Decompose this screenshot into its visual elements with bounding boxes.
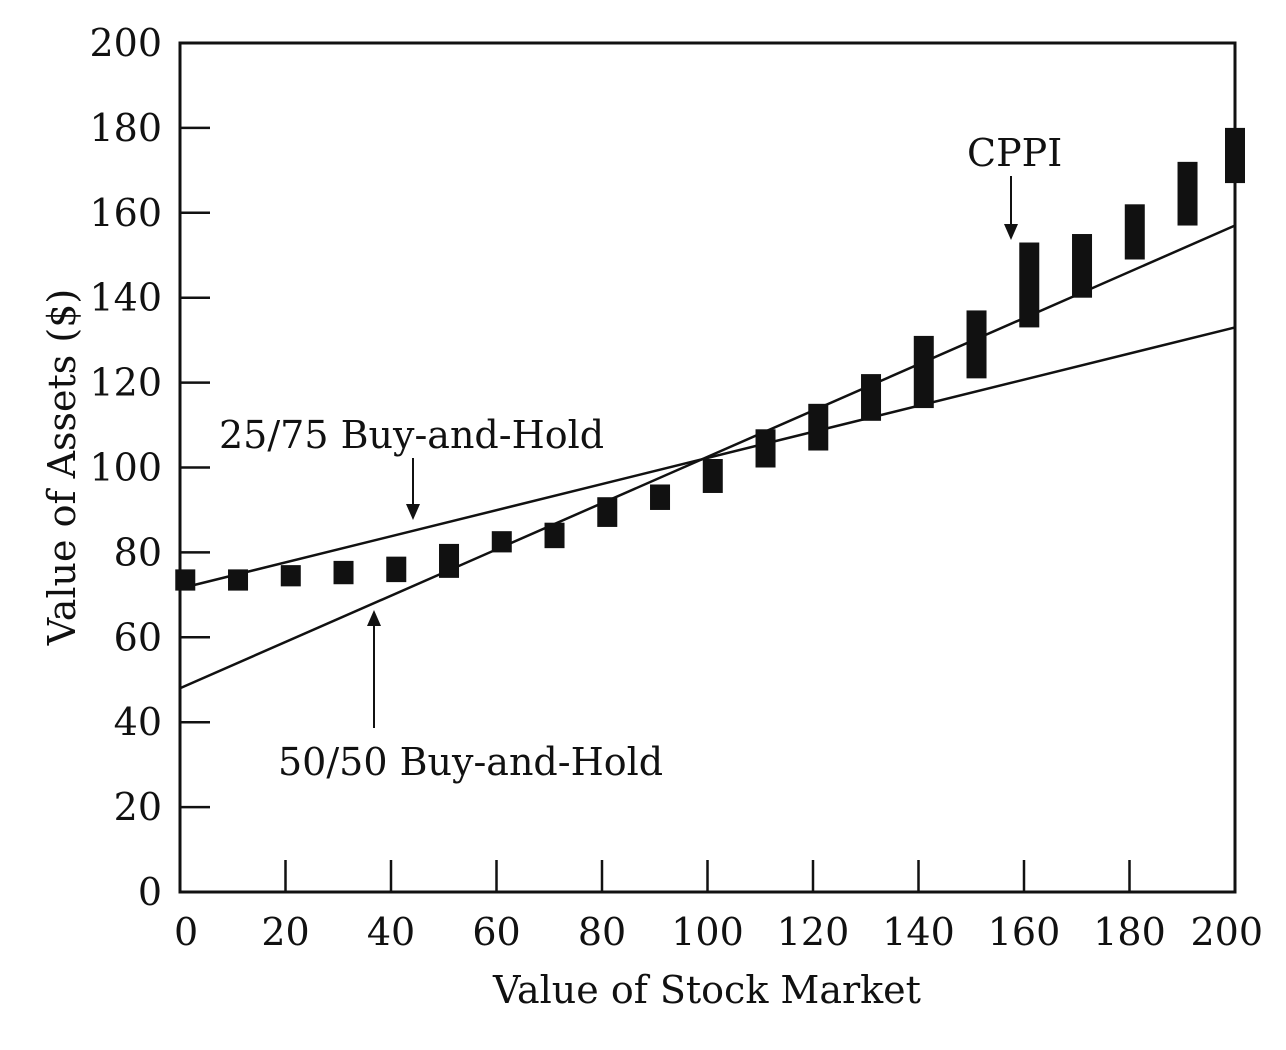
cppi-bar [491, 531, 512, 553]
cppi-bar [966, 310, 987, 379]
cppi-bar [1225, 127, 1245, 184]
y-tick-label: 0 [138, 870, 162, 914]
x-tick-label: 20 [261, 910, 309, 954]
cppi-bar [597, 497, 618, 527]
cppi-bar [544, 522, 565, 549]
x-tick-label: 120 [777, 910, 850, 954]
cppi-bar [755, 429, 776, 468]
x-tick-label: 180 [1093, 910, 1166, 954]
cppi-bar [1072, 234, 1093, 298]
y-tick-label: 20 [114, 785, 162, 829]
annotations: CPPI 25/75 Buy-and-Hold 50/50 Buy-and-Hold [219, 131, 1062, 784]
y-tick-label: 60 [114, 615, 162, 659]
y-axis-ticks: 0 20 40 60 80 100 120 140 160 180 200 [89, 21, 210, 914]
x-tick-label: 100 [671, 910, 744, 954]
cppi-bar [386, 556, 407, 583]
y-tick-label: 200 [89, 21, 162, 65]
y-tick-label: 160 [89, 191, 162, 235]
cppi-bar [808, 403, 829, 451]
cppi-bar [280, 565, 301, 587]
cppi-bar [333, 560, 354, 585]
x-tick-label: 40 [367, 910, 415, 954]
annotation-arrow-head [1004, 224, 1018, 240]
series-lines [179, 224, 1236, 690]
cppi-bar [1177, 161, 1198, 226]
x-tick-label: 160 [988, 910, 1061, 954]
y-tick-label: 100 [89, 446, 162, 490]
y-axis-title: Value of Assets ($) [40, 289, 84, 646]
annotation-arrow-head [367, 610, 381, 626]
x-axis-ticks: 0 20 40 60 80 100 120 140 160 180 200 [174, 860, 1263, 954]
cppi-bar [702, 459, 723, 493]
x-tick-label: 0 [174, 910, 198, 954]
y-tick-label: 140 [89, 276, 162, 320]
cppi-bar [228, 569, 249, 591]
x-tick-label: 60 [472, 910, 520, 954]
cppi-bar [650, 484, 671, 510]
cppi-bar [913, 335, 934, 409]
annotation-arrow-head [406, 504, 420, 520]
y-tick-label: 40 [114, 700, 162, 744]
annotation-label: 50/50 Buy-and-Hold [278, 740, 663, 784]
cppi-bars [175, 127, 1245, 591]
y-tick-label: 80 [114, 530, 162, 574]
y-tick-label: 120 [89, 361, 162, 405]
cppi-bar [861, 374, 882, 421]
x-axis-title: Value of Stock Market [492, 968, 921, 1012]
cppi-bar [1124, 204, 1145, 260]
x-tick-label: 200 [1190, 910, 1263, 954]
cppi-bar [175, 569, 196, 591]
series-line-50-50-buy-and-hold [179, 224, 1236, 690]
x-tick-label: 80 [578, 910, 626, 954]
cppi-bar [1019, 242, 1040, 328]
annotation-label: CPPI [967, 131, 1062, 175]
annotation-label: 25/75 Buy-and-Hold [219, 413, 604, 457]
y-tick-label: 180 [89, 106, 162, 150]
cppi-bar [439, 543, 460, 578]
x-tick-label: 140 [882, 910, 955, 954]
